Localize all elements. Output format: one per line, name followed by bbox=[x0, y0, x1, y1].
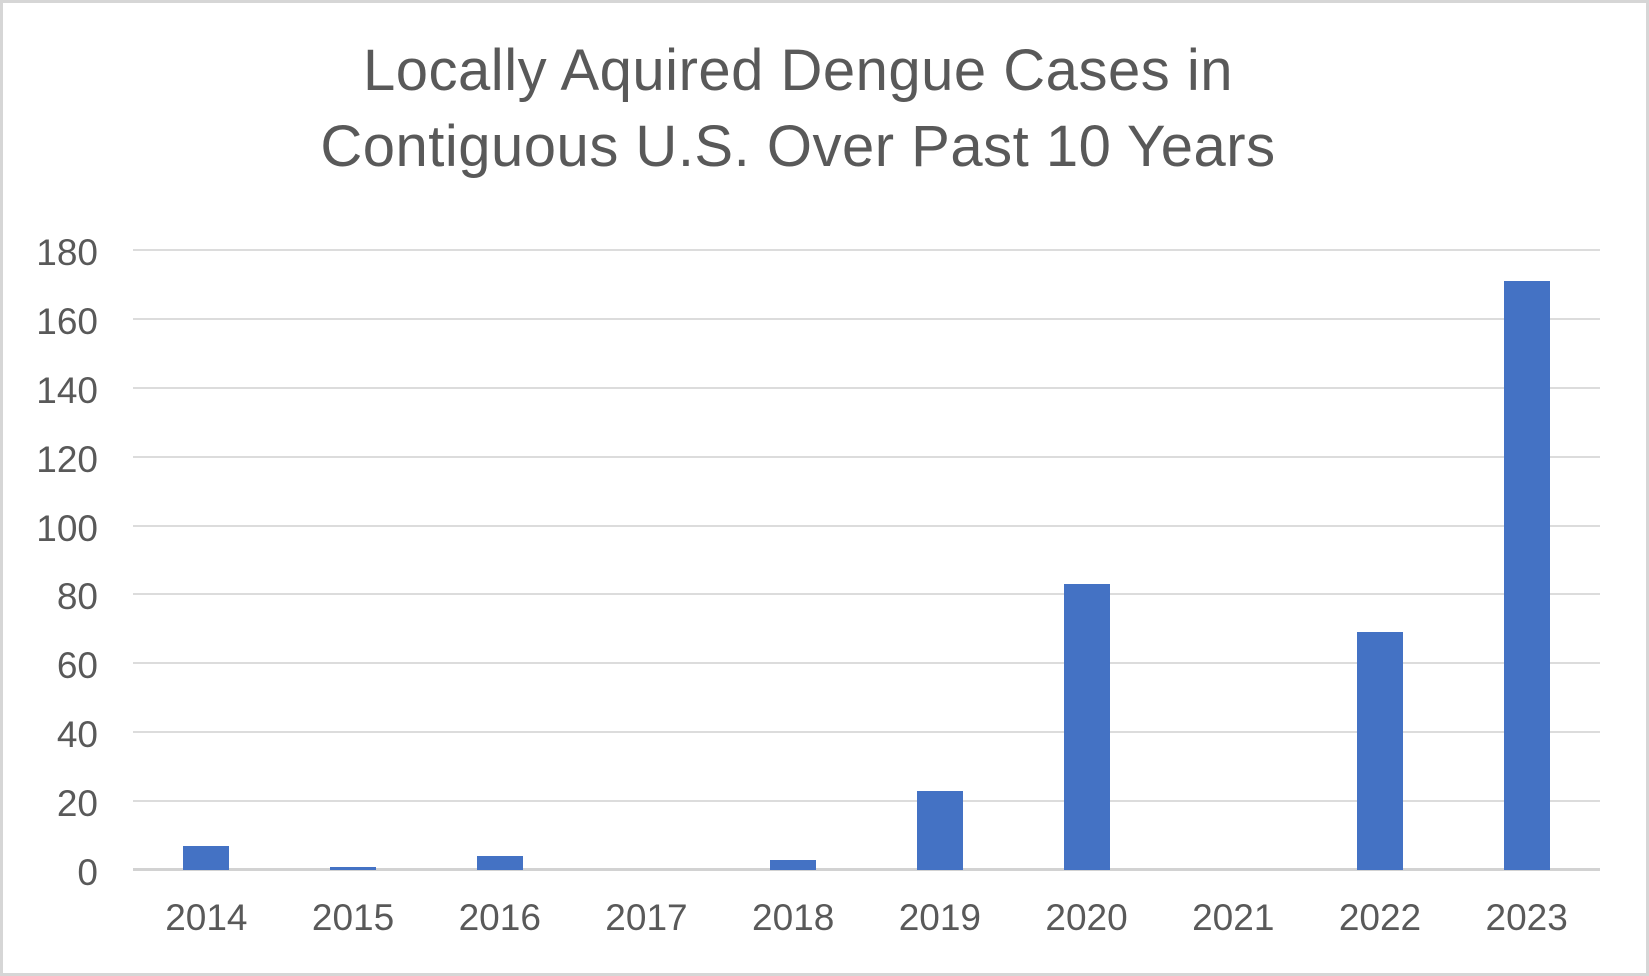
x-axis-tick-label-2019: 2019 bbox=[898, 897, 982, 938]
bar-2014 bbox=[183, 846, 230, 870]
x-axis-tick-label-2016: 2016 bbox=[458, 897, 541, 938]
bar-slot-2023 bbox=[1453, 250, 1600, 870]
bar-slot-2019 bbox=[867, 250, 1014, 870]
bar-2019 bbox=[916, 791, 963, 870]
y-axis: 0 20 40 60 80 100 120 140 160 180 bbox=[3, 232, 98, 893]
x-axis-tick-label-2015: 2015 bbox=[311, 897, 395, 938]
gridline-120 bbox=[133, 455, 1600, 458]
y-axis-tick-label: 120 bbox=[36, 438, 98, 480]
x-axis-line bbox=[133, 868, 1600, 871]
gridline-40 bbox=[133, 731, 1600, 734]
bar-slot-2021 bbox=[1160, 250, 1307, 870]
bar-2023 bbox=[1503, 281, 1550, 870]
y-axis-tick-label: 160 bbox=[36, 300, 98, 342]
x-axis: 2014 2015 2016 2017 2018 2019 2020 2021 2022 2023 bbox=[133, 896, 1600, 940]
gridline-60 bbox=[133, 662, 1600, 665]
gridline-80 bbox=[133, 593, 1600, 596]
bar-slot-2016 bbox=[426, 250, 573, 870]
x-axis-tick-label-2022: 2022 bbox=[1338, 897, 1422, 938]
gridline-180 bbox=[133, 249, 1600, 251]
y-axis-tick-label: 60 bbox=[56, 645, 98, 687]
x-axis-tick-label-2017: 2017 bbox=[605, 897, 688, 938]
y-axis-tick-label: 140 bbox=[36, 369, 98, 411]
bar-2016 bbox=[476, 856, 523, 870]
x-axis-tick-label-2018: 2018 bbox=[752, 897, 835, 938]
bar-2015 bbox=[330, 867, 377, 870]
bar-2018 bbox=[770, 860, 817, 870]
chart-title: Locally Aquired Dengue Cases in Contiguo… bbox=[320, 38, 1276, 179]
y-axis-tick-label: 40 bbox=[56, 714, 98, 756]
y-axis-tick-label: 180 bbox=[36, 232, 98, 273]
x-axis-tick-label-2020: 2020 bbox=[1045, 897, 1128, 938]
bar-slot-2017 bbox=[573, 250, 720, 870]
bar-series bbox=[133, 250, 1600, 870]
y-axis-tick-label: 0 bbox=[77, 852, 98, 893]
x-axis-tick-label-2021: 2021 bbox=[1192, 897, 1275, 938]
x-axis-tick-label-2014: 2014 bbox=[165, 897, 248, 938]
bar-2022 bbox=[1356, 632, 1403, 870]
bar-slot-2022 bbox=[1307, 250, 1454, 870]
x-axis-tick-label-2023: 2023 bbox=[1485, 897, 1568, 938]
bar-slot-2014 bbox=[133, 250, 280, 870]
y-axis-tick-label: 20 bbox=[56, 783, 98, 825]
gridline-100 bbox=[133, 524, 1600, 527]
gridline-160 bbox=[133, 317, 1600, 320]
bar-2020 bbox=[1063, 584, 1110, 870]
plot-area bbox=[133, 249, 1600, 871]
gridline-20 bbox=[133, 800, 1600, 803]
bar-slot-2020 bbox=[1013, 250, 1160, 870]
y-axis-tick-label: 80 bbox=[56, 576, 98, 618]
bar-slot-2018 bbox=[720, 250, 867, 870]
bar-slot-2015 bbox=[280, 250, 427, 870]
y-axis-tick-label: 100 bbox=[36, 507, 98, 549]
gridline-140 bbox=[133, 386, 1600, 389]
